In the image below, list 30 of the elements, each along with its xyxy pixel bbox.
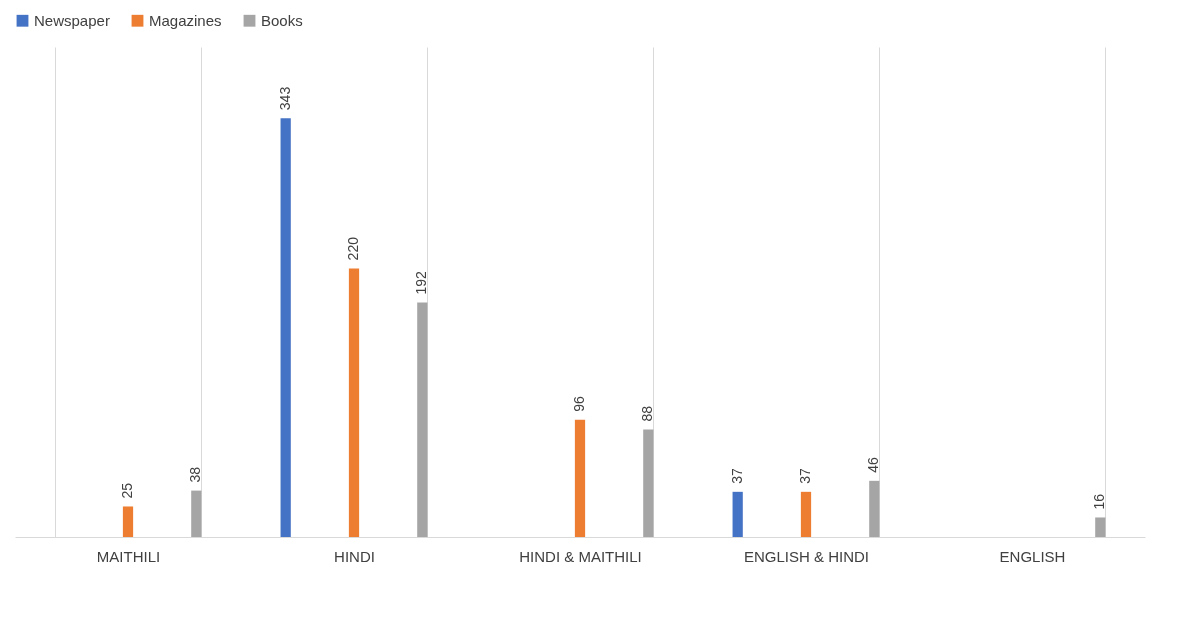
legend-label: Books — [261, 11, 303, 29]
bar — [574, 419, 586, 537]
x-tick-label: ENGLISH & HINDI — [743, 547, 870, 565]
bar — [643, 429, 654, 537]
bar — [417, 302, 428, 537]
data-label: 192 — [413, 271, 430, 295]
data-label: 37 — [797, 468, 813, 484]
bar — [122, 506, 134, 537]
data-label: 343 — [276, 86, 293, 111]
data-label: 37 — [728, 468, 745, 484]
x-tick-label: MAITHILI — [96, 547, 161, 565]
data-label: 46 — [865, 457, 882, 473]
data-label: 16 — [1091, 493, 1108, 510]
data-label: 220 — [345, 236, 361, 261]
legend-label: Magazines — [149, 11, 222, 29]
legend-label: Newspaper — [34, 11, 110, 29]
bar — [732, 491, 743, 537]
data-label: 96 — [571, 396, 587, 412]
x-tick-label: HINDI & MAITHILI — [519, 547, 642, 565]
bar — [1095, 517, 1106, 537]
x-tick-label: HINDI — [334, 547, 375, 565]
data-label: 38 — [187, 466, 204, 483]
bar — [280, 118, 291, 537]
bar — [869, 480, 880, 537]
bar — [348, 268, 360, 537]
data-label: 88 — [639, 405, 656, 422]
x-tick-label: ENGLISH — [999, 547, 1066, 565]
data-label: 25 — [119, 482, 135, 499]
bar — [191, 490, 202, 537]
bar — [800, 491, 812, 537]
